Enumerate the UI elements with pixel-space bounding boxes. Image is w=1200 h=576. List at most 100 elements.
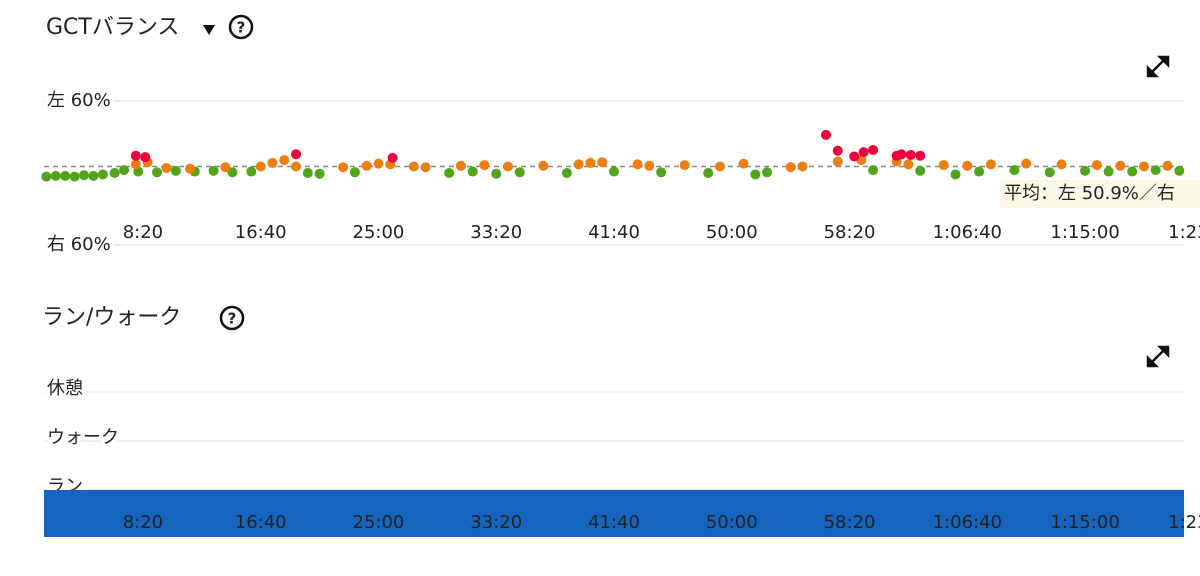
gct-point (1127, 166, 1138, 177)
chart-title: ラン/ウォーク (42, 305, 181, 330)
x-tick-label: 58:20 (824, 222, 876, 243)
gct-point (267, 157, 278, 168)
gct-point (679, 160, 690, 171)
gct-point (130, 150, 141, 161)
svg-text:?: ? (237, 19, 246, 37)
svg-text:?: ? (228, 310, 237, 328)
gct-point (915, 165, 926, 176)
x-tick-label: 50:00 (706, 512, 758, 533)
gct-point (1174, 165, 1185, 176)
gct-point (455, 160, 466, 171)
gct-point (915, 150, 926, 161)
x-tick-label: 1:06:40 (933, 222, 1002, 243)
gct-point (1150, 165, 1161, 176)
x-tick-label: 33:20 (470, 222, 522, 243)
gct-point (444, 168, 455, 178)
gct-point (79, 170, 90, 181)
gct-point (714, 161, 725, 172)
x-tick-label: 1:23:20 (1168, 222, 1200, 243)
gct-point (514, 167, 525, 178)
gct-point (609, 166, 619, 177)
gct-point (1056, 159, 1067, 170)
gct-point (119, 165, 130, 176)
dropdown-arrow[interactable] (203, 25, 215, 35)
x-tick-label: 58:20 (824, 512, 876, 533)
gct-point (1162, 160, 1173, 171)
gct-point (291, 161, 302, 172)
gct-point (849, 151, 860, 162)
gct-point (832, 156, 843, 167)
gct-point (503, 161, 514, 172)
gct-point (467, 166, 478, 177)
gct-point (1009, 165, 1020, 176)
gct-point (1021, 158, 1032, 169)
expand-icon[interactable] (1146, 55, 1170, 78)
gct-point (1103, 166, 1114, 177)
gct-point (361, 160, 372, 171)
average-label-box (1000, 180, 1200, 208)
gct-point (832, 145, 843, 156)
x-tick-label: 1:15:00 (1050, 512, 1119, 533)
gct-point (246, 166, 257, 177)
y-category-label: 休憩 (47, 378, 83, 399)
gct-point (1115, 160, 1126, 171)
gct-point (974, 166, 985, 177)
x-tick-label: 1:15:00 (1050, 222, 1119, 243)
gct-point (349, 167, 360, 178)
gct-point (491, 168, 502, 179)
help-icon[interactable]: ? (228, 14, 254, 40)
gct-point (762, 167, 773, 178)
gct-point (185, 163, 196, 174)
gct-point (1044, 167, 1055, 178)
gct-point (227, 167, 238, 178)
x-tick-label: 16:40 (235, 222, 287, 243)
gct-point (903, 159, 914, 170)
gct-point (140, 152, 151, 163)
gct-point (387, 152, 398, 163)
gct-point (868, 144, 879, 155)
gct-point (479, 160, 490, 171)
expand-icon[interactable] (1146, 345, 1170, 368)
gct-point (703, 168, 714, 178)
gct-point (220, 162, 231, 173)
state-segment (44, 490, 1184, 537)
gct-point (408, 161, 419, 172)
gct-point (573, 159, 584, 170)
average-label: 平均：左 50.9%／右 (1004, 183, 1175, 204)
gct-point (302, 168, 313, 178)
x-tick-label: 41:40 (588, 512, 640, 533)
x-tick-label: 50:00 (706, 222, 758, 243)
gct-point (41, 171, 52, 182)
gct-point (962, 160, 973, 171)
gct-point (785, 162, 796, 173)
gct-point (858, 147, 869, 158)
y-tick-label: 右 60% (47, 234, 111, 255)
gct-point (109, 168, 120, 178)
gct-point (538, 160, 549, 171)
gct-point (750, 169, 761, 180)
x-tick-label: 41:40 (588, 222, 640, 243)
x-tick-label: 1:06:40 (933, 512, 1002, 533)
chart-title: GCTバランス (46, 15, 179, 40)
x-tick-label: 1:23:20 (1168, 512, 1200, 533)
gct-point (88, 170, 99, 181)
gct-point (896, 149, 907, 160)
gct-point (69, 171, 80, 182)
x-tick-label: 8:20 (123, 512, 163, 533)
help-icon[interactable]: ? (219, 305, 245, 331)
gct-point (60, 170, 71, 181)
gct-point (161, 162, 172, 173)
x-tick-label: 8:20 (123, 222, 163, 243)
gct-point (50, 170, 61, 181)
x-tick-label: 16:40 (235, 512, 287, 533)
x-tick-label: 25:00 (353, 512, 405, 533)
gct-point (373, 158, 384, 169)
gct-point (938, 160, 949, 171)
gct-point (152, 167, 163, 178)
gct-point (632, 159, 643, 170)
gct-point (314, 168, 325, 179)
gct-point (291, 149, 302, 160)
gct-point (644, 160, 655, 171)
x-tick-label: 25:00 (353, 222, 405, 243)
gct-point (656, 167, 667, 178)
